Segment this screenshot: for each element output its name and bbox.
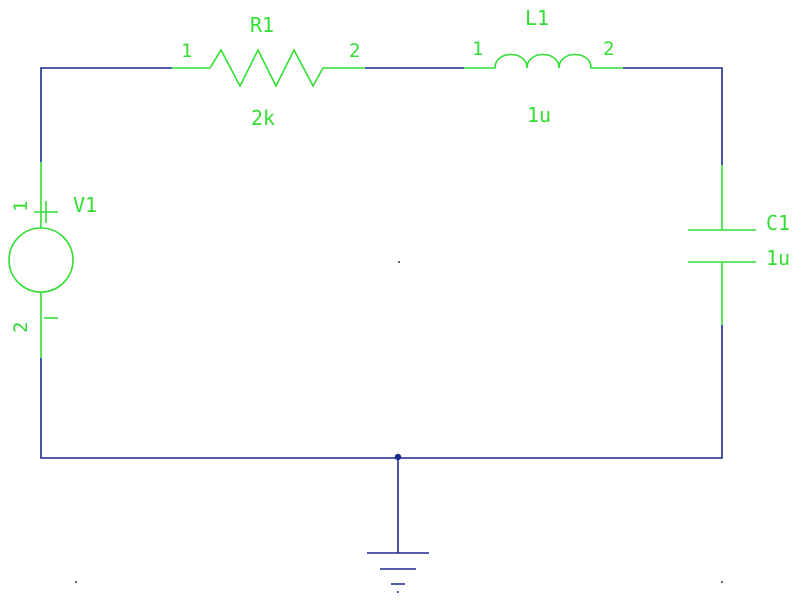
wire-top-left[interactable]	[40, 67, 172, 162]
l1-ref-label: L1	[525, 6, 549, 30]
v1-pin1-label: 1	[10, 201, 32, 212]
c1-value-label: 1u	[766, 246, 790, 270]
wires	[40, 67, 723, 553]
wire-bottom[interactable]	[40, 325, 723, 459]
grid-dot	[398, 261, 400, 263]
c1-ref-label: C1	[766, 211, 790, 235]
l1-pin1-label: 1	[472, 38, 483, 60]
r1-value-label: 2k	[251, 106, 275, 130]
grid-dot	[75, 581, 77, 583]
resistor-icon	[172, 48, 365, 88]
plus-sign-icon	[34, 201, 58, 223]
resistor-r1[interactable]: R1 2k 1 2	[172, 13, 365, 130]
grid-dot	[721, 581, 723, 583]
l1-pin2-label: 2	[603, 38, 614, 60]
ground-symbol[interactable]	[367, 552, 429, 593]
r1-pin1-label: 1	[181, 40, 192, 62]
v1-ref-label: V1	[73, 193, 97, 217]
voltage-source-v1[interactable]: V1 1 2	[8, 162, 97, 358]
l1-value-label: 1u	[527, 103, 551, 127]
voltage-source-icon	[8, 227, 74, 293]
r1-pin2-label: 2	[349, 40, 360, 62]
inductor-icon	[464, 53, 623, 69]
capacitor-c1[interactable]: C1 1u	[688, 165, 790, 325]
inductor-l1[interactable]: L1 1u 1 2	[464, 6, 623, 127]
junction-dot	[394, 453, 402, 461]
v1-pin2-label: 2	[10, 322, 32, 333]
capacitor-icon	[688, 165, 756, 325]
ground-icon	[367, 552, 429, 593]
wire-top-right[interactable]	[623, 67, 723, 165]
r1-ref-label: R1	[250, 13, 274, 37]
